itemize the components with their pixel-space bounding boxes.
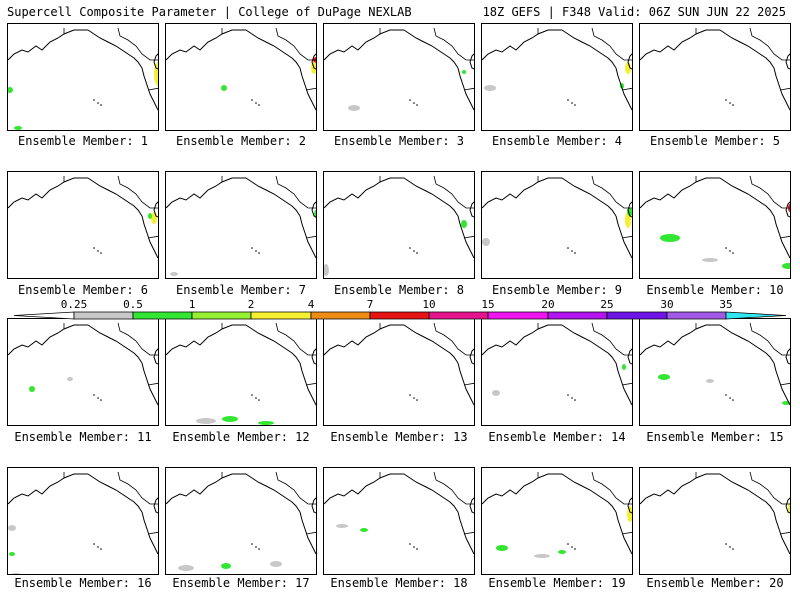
colorbar-tick-label: 2: [248, 298, 255, 311]
colorbar-segment: [191, 311, 252, 320]
colorbar-segment: [250, 311, 312, 320]
colorbar-segment: [606, 311, 668, 320]
map-outline: [8, 322, 158, 406]
colorbar-tick-label: 0.5: [123, 298, 143, 311]
colorbar-segment: [73, 311, 134, 320]
run-info: 18Z GEFS | F348 Valid: 06Z SUN JUN 22 20…: [482, 5, 786, 19]
colorbar-segment: [487, 311, 549, 320]
map-outline: [166, 27, 316, 111]
map-outline: [324, 175, 474, 276]
map-outline: [8, 471, 158, 574]
ensemble-member-label: Ensemble Member: 1: [17, 134, 149, 148]
colorbar-segment: [13, 311, 75, 320]
ensemble-panel-12: [165, 318, 317, 426]
colorbar-tick-label: 35: [719, 298, 732, 311]
ensemble-panel-11: [7, 318, 159, 426]
colorbar-tick-label: 1: [189, 298, 196, 311]
ensemble-member-label: Ensemble Member: 7: [175, 283, 307, 297]
colorbar-tick-label: 15: [481, 298, 494, 311]
ensemble-panel-7: [165, 171, 317, 279]
ensemble-member-label: Ensemble Member: 11: [14, 430, 152, 444]
ensemble-panel-19: [481, 467, 633, 575]
ensemble-member-label: Ensemble Member: 8: [333, 283, 465, 297]
colorbar-segment: [310, 311, 371, 320]
map-outline: [640, 322, 790, 406]
map-outline: [166, 471, 316, 571]
colorbar-segment: [428, 311, 489, 320]
map-outline: [640, 27, 790, 111]
map-outline: [324, 471, 474, 555]
ensemble-member-label: Ensemble Member: 12: [172, 430, 310, 444]
ensemble-panel-17: [165, 467, 317, 575]
colorbar-segment: [369, 311, 430, 320]
colorbar-tick-label: 7: [367, 298, 374, 311]
ensemble-panel-14: [481, 318, 633, 426]
ensemble-panel-3: [323, 23, 475, 131]
ensemble-member-label: Ensemble Member: 4: [491, 134, 623, 148]
color-scale-bar: 0.25 0.5 1 2 4 7 10 15 20 25 30 35: [13, 298, 787, 320]
ensemble-panel-15: [639, 318, 791, 426]
map-outline: [8, 27, 158, 130]
ensemble-member-label: Ensemble Member: 9: [491, 283, 623, 297]
ensemble-member-label: Ensemble Member: 5: [649, 134, 781, 148]
map-outline: [8, 175, 158, 259]
ensemble-panel-20: [639, 467, 791, 575]
map-outline: [324, 322, 474, 406]
ensemble-panel-2: [165, 23, 317, 131]
ensemble-member-label: Ensemble Member: 17: [172, 576, 310, 590]
ensemble-member-label: Ensemble Member: 2: [175, 134, 307, 148]
map-outline: [166, 322, 316, 425]
map-title: Supercell Composite Parameter | College …: [7, 5, 412, 19]
colorbar-segment: [547, 311, 608, 320]
ensemble-panel-16: [7, 467, 159, 575]
map-outline: [640, 471, 790, 555]
ensemble-member-label: Ensemble Member: 18: [330, 576, 468, 590]
ensemble-panel-8: [323, 171, 475, 279]
colorbar-tick-label: 4: [308, 298, 315, 311]
ensemble-member-label: Ensemble Member: 14: [488, 430, 626, 444]
map-outline: [482, 322, 632, 406]
colorbar-tick-label: 0.25: [61, 298, 88, 311]
map-outline: [482, 27, 632, 111]
ensemble-panel-1: [7, 23, 159, 131]
ensemble-panel-6: [7, 171, 159, 279]
ensemble-member-label: Ensemble Member: 13: [330, 430, 468, 444]
map-outline: [482, 471, 632, 558]
ensemble-panel-5: [639, 23, 791, 131]
ensemble-panel-4: [481, 23, 633, 131]
ensemble-panel-18: [323, 467, 475, 575]
ensemble-panel-13: [323, 318, 475, 426]
ensemble-member-label: Ensemble Member: 10: [646, 283, 784, 297]
map-outline: [482, 175, 632, 259]
map-outline: [166, 175, 316, 276]
ensemble-member-label: Ensemble Member: 20: [646, 576, 784, 590]
ensemble-panel-10: [639, 171, 791, 279]
ensemble-member-label: Ensemble Member: 15: [646, 430, 784, 444]
map-outline: [640, 175, 790, 269]
ensemble-member-label: Ensemble Member: 16: [14, 576, 152, 590]
ensemble-member-label: Ensemble Member: 3: [333, 134, 465, 148]
colorbar-tick-label: 25: [600, 298, 613, 311]
colorbar-tick-label: 20: [541, 298, 554, 311]
ensemble-panel-9: [481, 171, 633, 279]
colorbar-segment: [666, 311, 727, 320]
colorbar-tick-label: 30: [660, 298, 673, 311]
ensemble-member-label: Ensemble Member: 6: [17, 283, 149, 297]
colorbar-tick-label: 10: [422, 298, 435, 311]
map-outline: [324, 27, 474, 111]
colorbar-segment: [725, 311, 787, 320]
colorbar-segment: [132, 311, 193, 320]
ensemble-member-label: Ensemble Member: 19: [488, 576, 626, 590]
